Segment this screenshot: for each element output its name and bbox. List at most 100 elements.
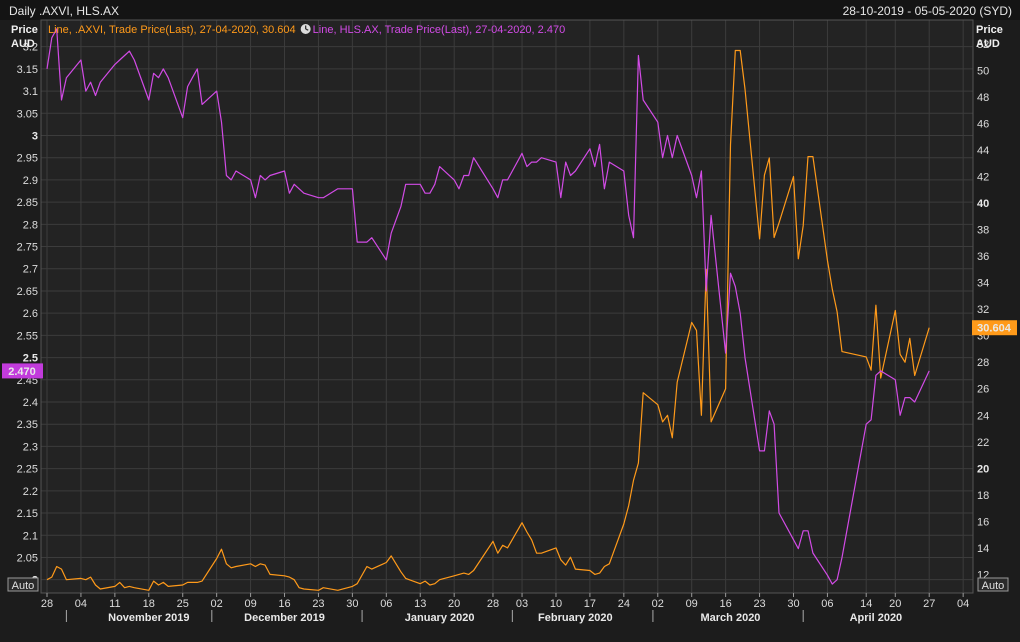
right-tick-label: 52 (977, 39, 989, 51)
x-tick-label: 20 (889, 598, 901, 610)
left-tick-label: 2.1 (23, 530, 38, 542)
x-tick-label: 02 (211, 598, 223, 610)
month-label: February 2020 (538, 612, 613, 624)
left-tick-label: 3.1 (23, 86, 38, 98)
left-tick-label: 2.05 (17, 552, 38, 564)
right-axis-unit: AUD (976, 38, 1000, 50)
series-layer (46, 28, 930, 591)
right-tick-label: 44 (977, 145, 989, 157)
left-tick-label: 2.35 (17, 419, 38, 431)
left-tick-label: 2.9 (23, 175, 38, 187)
clock-hands (305, 25, 309, 31)
x-tick-label: 25 (177, 598, 189, 610)
right-tick-label: 22 (977, 437, 989, 449)
right-tick-label: 34 (977, 278, 989, 290)
x-tick-label: 10 (550, 598, 562, 610)
left-tick-label: 3 (32, 130, 38, 142)
right-tick-label: 46 (977, 118, 989, 130)
series-line-hlsax (46, 28, 930, 585)
left-tick-label: 2.55 (17, 330, 38, 342)
left-tick-label: 2.2 (23, 486, 38, 498)
auto-scale-right-label: Auto (982, 580, 1005, 592)
right-tick-label: 40 (977, 198, 989, 210)
grid-lines (40, 19, 974, 594)
x-tick-label: 28 (487, 598, 499, 610)
left-tick-label: 2.95 (17, 153, 38, 165)
x-tick-label: 24 (618, 598, 630, 610)
left-tick-label: 2.85 (17, 197, 38, 209)
plot-border (40, 19, 974, 594)
right-tick-label: 42 (977, 172, 989, 184)
x-tick-label: 09 (686, 598, 698, 610)
left-tick-label: 2.5 (23, 353, 38, 365)
left-tick-label: 2.6 (23, 308, 38, 320)
left-tick-label: 2.75 (17, 242, 38, 254)
title-bar (0, 0, 1020, 20)
right-tick-label: 28 (977, 357, 989, 369)
x-tick-label: 17 (584, 598, 596, 610)
month-label: December 2019 (244, 612, 325, 624)
right-axis-ticks: 1214161820222426283032343638404244464850… (977, 39, 989, 582)
right-tick-label: 50 (977, 65, 989, 77)
x-tick-label: 06 (821, 598, 833, 610)
x-tick-label: 04 (957, 598, 969, 610)
left-axis-title: Price (11, 24, 38, 36)
legend: Line, .AXVI, Trade Price(Last), 27-04-20… (48, 24, 565, 36)
x-tick-label: 09 (244, 598, 256, 610)
last-value-tag-hls: 2.470 (2, 363, 43, 379)
left-tick-label: 2.8 (23, 219, 38, 231)
auto-scale-right-frame[interactable] (977, 577, 1009, 592)
right-tick-label: 16 (977, 516, 989, 528)
last-value-hls: 2.470 (8, 366, 36, 378)
left-tick-label: 2.7 (23, 264, 38, 276)
x-tick-label: 11 (109, 598, 120, 610)
x-tick-label: 16 (278, 598, 290, 610)
auto-scale-left-button[interactable]: Auto (7, 577, 39, 592)
month-label: April 2020 (850, 612, 903, 624)
right-tick-label: 48 (977, 92, 989, 104)
x-axis: 28 04 11 18 25 02 09 16 23 30 06 13 20 28 03 10 17 24 02 09… (41, 593, 969, 624)
left-tick-label: 2.4 (23, 397, 38, 409)
right-tick-label: 38 (977, 225, 989, 237)
right-axis-title: Price (976, 24, 1003, 36)
left-tick-label: 2.15 (17, 508, 38, 520)
legend-entry-hls-group: Line, HLS.AX, Trade Price(Last), 27-04-2… (300, 24, 566, 36)
left-tick-label: 2.25 (17, 464, 38, 476)
x-tick-label: 30 (346, 598, 358, 610)
x-tick-label: 16 (720, 598, 732, 610)
left-tick-label: 3.2 (23, 42, 38, 54)
left-tick-label: 3.15 (17, 64, 38, 76)
right-tick-label: 26 (977, 384, 989, 396)
right-tick-label: 14 (977, 543, 989, 555)
right-tick-label: 18 (977, 490, 989, 502)
last-value-axvi: 30.604 (977, 323, 1012, 335)
chart-title: Daily .AXVI, HLS.AX (9, 4, 119, 18)
legend-entry-hls: Line, HLS.AX, Trade Price(Last), 27-04-2… (313, 24, 566, 36)
x-tick-label: 30 (787, 598, 799, 610)
auto-scale-left-label: Auto (12, 580, 35, 592)
right-tick-label: 20 (977, 463, 989, 475)
left-axis-ticks: 22.052.12.152.22.252.32.352.42.452.52.55… (17, 42, 38, 587)
right-tick-label: 36 (977, 251, 989, 263)
last-value-tag-axvi-bg (972, 320, 1017, 336)
left-tick-label: 3.05 (17, 108, 38, 120)
x-tick-label: 28 (41, 598, 53, 610)
auto-scale-left-frame[interactable] (7, 577, 39, 592)
auto-scale-right-button[interactable]: Auto (977, 577, 1009, 592)
right-tick-label: 32 (977, 304, 989, 316)
x-tick-label: 06 (380, 598, 392, 610)
x-tick-label: 23 (753, 598, 765, 610)
plot-area[interactable] (41, 20, 973, 593)
x-tick-label: 23 (312, 598, 324, 610)
series-line-axvi (46, 49, 930, 591)
x-tick-label: 03 (516, 598, 528, 610)
left-tick-label: 2.65 (17, 286, 38, 298)
last-value-tag-hls-bg (2, 363, 43, 379)
x-tick-label: 27 (923, 598, 935, 610)
left-tick-label: 2.3 (23, 441, 38, 453)
month-label: March 2020 (701, 612, 761, 624)
date-range: 28-10-2019 - 05-05-2020 (SYD) (843, 4, 1012, 18)
x-tick-label: 18 (143, 598, 155, 610)
